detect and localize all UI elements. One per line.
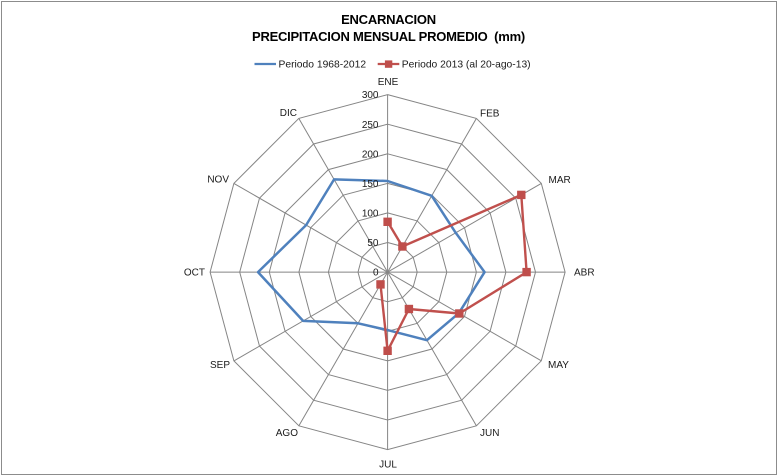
svg-text:JUN: JUN	[480, 428, 499, 439]
svg-text:SEP: SEP	[210, 360, 230, 371]
svg-text:150: 150	[362, 179, 379, 190]
svg-text:JUL: JUL	[379, 460, 397, 471]
svg-text:MAR: MAR	[549, 175, 571, 186]
svg-text:300: 300	[362, 90, 379, 101]
svg-text:250: 250	[362, 120, 379, 131]
svg-text:NOV: NOV	[207, 174, 229, 185]
svg-text:DIC: DIC	[280, 108, 297, 119]
svg-text:AGO: AGO	[276, 428, 298, 439]
svg-text:200: 200	[362, 149, 379, 160]
svg-text:PRECIPITACION MENSUAL PROMEDIO: PRECIPITACION MENSUAL PROMEDIO (mm)	[252, 29, 525, 44]
svg-text:Periodo 2013 (al 20-ago-13): Periodo 2013 (al 20-ago-13)	[402, 60, 531, 71]
svg-text:ENCARNACION: ENCARNACION	[341, 12, 436, 27]
svg-text:50: 50	[367, 238, 379, 249]
svg-text:Periodo 1968-2012: Periodo 1968-2012	[279, 60, 367, 71]
svg-text:ENE: ENE	[378, 77, 399, 88]
svg-text:MAY: MAY	[548, 360, 569, 371]
svg-text:0: 0	[373, 268, 379, 279]
svg-text:OCT: OCT	[184, 268, 205, 279]
svg-text:100: 100	[362, 209, 379, 220]
svg-text:FEB: FEB	[480, 108, 500, 119]
svg-text:ABR: ABR	[574, 268, 595, 279]
